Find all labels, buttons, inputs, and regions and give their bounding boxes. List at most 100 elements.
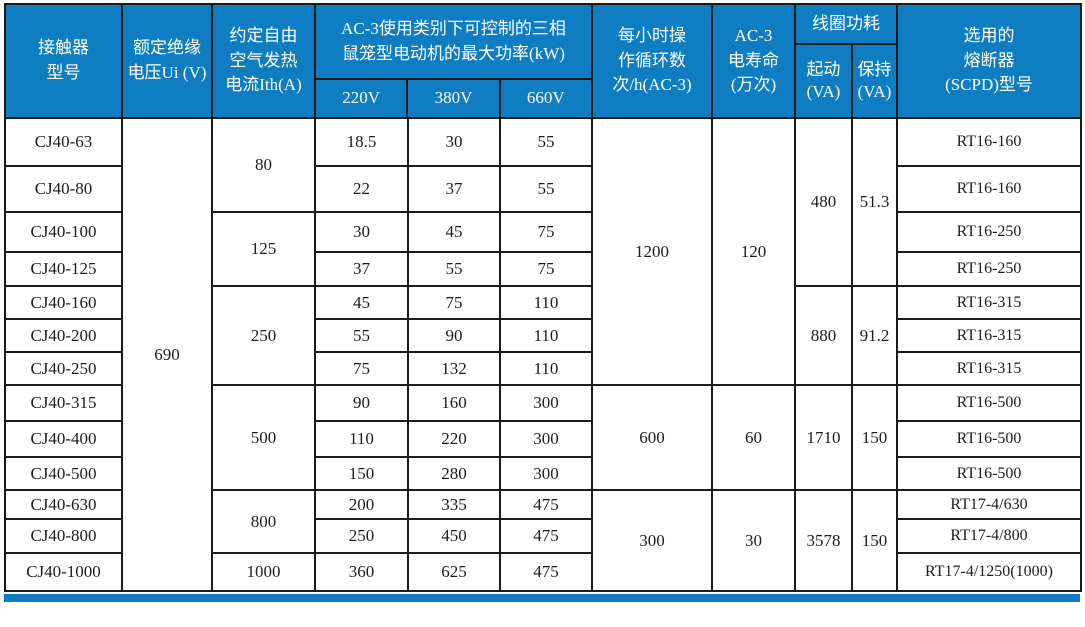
header-row: 接触器 型号 额定绝缘 电压Ui (V) 约定自由 空气发热 电流Ith(A) … [4, 3, 1082, 119]
cell-fuse: RT16-250 [896, 251, 1082, 287]
table-header: 接触器 型号 额定绝缘 电压Ui (V) 约定自由 空气发热 电流Ith(A) … [4, 3, 1082, 119]
cell-fuse: RT16-315 [896, 351, 1082, 386]
cell-p380: 280 [407, 456, 501, 491]
header-cycles-per-hour: 每小时操 作循环数 次/h(AC-3) [591, 3, 713, 119]
cell-model: CJ40-100 [4, 211, 123, 253]
cell-p660: 475 [499, 518, 593, 554]
contactor-spec-table: 接触器 型号 额定绝缘 电压Ui (V) 约定自由 空气发热 电流Ith(A) … [4, 3, 1082, 592]
cell-ith-merged: 80 [211, 117, 316, 213]
header-220v: 220V [342, 88, 381, 108]
cell-fuse: RT16-315 [896, 318, 1082, 353]
cell-fuse: RT17-4/1250(1000) [896, 552, 1082, 592]
cell-p220: 250 [314, 518, 409, 554]
cell-p220: 360 [314, 552, 409, 592]
cell-life-merged: 120 [711, 117, 796, 386]
cell-ith-merged: 250 [211, 285, 316, 386]
cell-model: CJ40-630 [4, 489, 123, 520]
table-body: CJ40-63 690 80 18.5 30 55 1200 120 480 5… [4, 117, 1082, 592]
header-coil-group: 线圈功耗 起动 (VA) 保持 (VA) [794, 3, 898, 119]
cell-model: CJ40-250 [4, 351, 123, 386]
cell-p220: 75 [314, 351, 409, 386]
cell-p220: 45 [314, 285, 409, 320]
cell-start-merged: 480 [794, 117, 853, 287]
table-row: CJ40-315 500 90 160 300 600 60 1710 150 … [4, 384, 1082, 491]
cell-fuse: RT16-500 [896, 384, 1082, 422]
cell-hold-merged: 91.2 [851, 285, 898, 386]
cell-model: CJ40-315 [4, 384, 123, 422]
header-coil-start: 起动 (VA) [806, 59, 841, 101]
cell-p660: 110 [499, 285, 593, 320]
cell-fuse: RT16-160 [896, 165, 1082, 213]
cell-ui-merged: 690 [121, 117, 213, 592]
header-fuse: 选用的 熔断器 (SCPD)型号 [896, 3, 1082, 119]
cell-model: CJ40-500 [4, 456, 123, 491]
header-power-group-label: AC-3使用类别下可控制的三相 鼠笼型电动机的最大功率(kW) [317, 6, 590, 80]
cell-ith-merged: 800 [211, 489, 316, 554]
cell-p660: 300 [499, 384, 593, 422]
cell-p380: 45 [407, 211, 501, 253]
cell-life-merged: 60 [711, 384, 796, 491]
bottom-accent-bar [4, 594, 1080, 602]
cell-model: CJ40-125 [4, 251, 123, 287]
cell-fuse: RT17-4/800 [896, 518, 1082, 554]
cell-p380: 450 [407, 518, 501, 554]
cell-p220: 22 [314, 165, 409, 213]
cell-p380: 37 [407, 165, 501, 213]
table-row: CJ40-100 125 30 45 75 RT16-250 [4, 211, 1082, 287]
cell-ith-merged: 1000 [211, 552, 316, 592]
cell-p220: 110 [314, 420, 409, 458]
cell-p660: 300 [499, 456, 593, 491]
cell-life-merged: 30 [711, 489, 796, 592]
cell-p220: 90 [314, 384, 409, 422]
cell-p380: 90 [407, 318, 501, 353]
cell-p220: 37 [314, 251, 409, 287]
cell-model: CJ40-63 [4, 117, 123, 167]
cell-fuse: RT16-500 [896, 420, 1082, 458]
cell-model: CJ40-400 [4, 420, 123, 458]
cell-hold-merged: 150 [851, 384, 898, 491]
cell-start-merged: 880 [794, 285, 853, 386]
cell-p220: 18.5 [314, 117, 409, 167]
cell-start-merged: 1710 [794, 384, 853, 491]
table-row: CJ40-400 110 220 300 RT16-500 [4, 420, 1082, 458]
cell-p660: 75 [499, 211, 593, 253]
cell-p380: 75 [407, 285, 501, 320]
cell-ith-merged: 125 [211, 211, 316, 287]
cell-fuse: RT16-160 [896, 117, 1082, 167]
cell-p220: 150 [314, 456, 409, 491]
cell-p660: 55 [499, 165, 593, 213]
cell-fuse: RT17-4/630 [896, 489, 1082, 520]
cell-ith-merged: 500 [211, 384, 316, 491]
table-row: CJ40-250 75 132 110 RT16-315 [4, 351, 1082, 386]
cell-cycles-merged: 600 [591, 384, 713, 491]
cell-fuse: RT16-500 [896, 456, 1082, 491]
table-row: CJ40-160 250 45 75 110 880 91.2 RT16-315 [4, 285, 1082, 386]
cell-model: CJ40-160 [4, 285, 123, 320]
cell-fuse: RT16-250 [896, 211, 1082, 253]
cell-model: CJ40-80 [4, 165, 123, 213]
cell-p660: 300 [499, 420, 593, 458]
cell-p380: 132 [407, 351, 501, 386]
cell-p660: 55 [499, 117, 593, 167]
cell-p660: 475 [499, 552, 593, 592]
table-row: CJ40-630 800 200 335 475 300 30 3578 150… [4, 489, 1082, 592]
cell-cycles-merged: 300 [591, 489, 713, 592]
cell-hold-merged: 150 [851, 489, 898, 592]
cell-p380: 335 [407, 489, 501, 520]
header-coil-hold: 保持 (VA) [850, 45, 895, 116]
cell-p660: 110 [499, 318, 593, 353]
cell-p380: 55 [407, 251, 501, 287]
table-row: CJ40-125 37 55 75 RT16-250 [4, 251, 1082, 287]
cell-p380: 220 [407, 420, 501, 458]
table-row: CJ40-80 22 37 55 RT16-160 [4, 165, 1082, 213]
header-thermal-current: 约定自由 空气发热 电流Ith(A) [211, 3, 316, 119]
cell-fuse: RT16-315 [896, 285, 1082, 320]
cell-model: CJ40-800 [4, 518, 123, 554]
cell-cycles-merged: 1200 [591, 117, 713, 386]
header-model: 接触器 型号 [4, 3, 123, 119]
cell-p220: 55 [314, 318, 409, 353]
header-electrical-life: AC-3 电寿命 (万次) [711, 3, 796, 119]
table-row: CJ40-63 690 80 18.5 30 55 1200 120 480 5… [4, 117, 1082, 592]
cell-p660: 110 [499, 351, 593, 386]
cell-p380: 625 [407, 552, 501, 592]
